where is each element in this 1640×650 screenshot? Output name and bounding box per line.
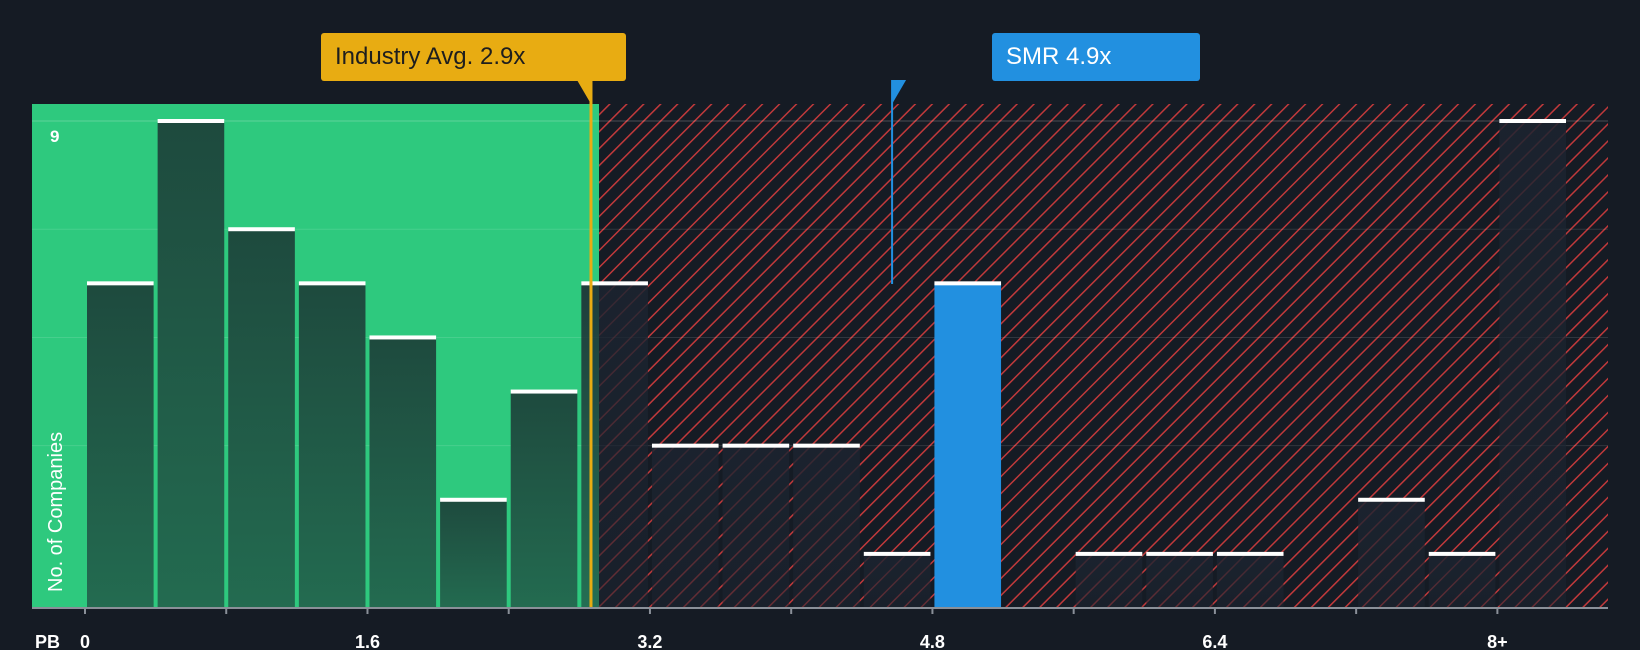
histogram-bar (228, 229, 295, 608)
bar-top-marker (1146, 551, 1213, 556)
bar-top-marker (1075, 551, 1143, 556)
histogram-bar (1358, 499, 1425, 608)
histogram-bar (510, 391, 578, 608)
bar-top-marker (228, 227, 295, 232)
bar-top-marker (581, 281, 648, 286)
histogram-bar (369, 337, 437, 608)
histogram-bar (1216, 553, 1284, 608)
bar-top-marker (934, 281, 1002, 286)
x-axis-label: PB (35, 632, 60, 650)
industry-average-callout: Industry Avg. 2.9x (321, 33, 626, 81)
industry-average-label: Industry Avg. 2.9x (335, 43, 526, 70)
bar-top-marker (510, 389, 578, 394)
histogram-bar (87, 283, 154, 608)
company-callout: SMR 4.9x (992, 33, 1200, 81)
bar-top-marker (1216, 551, 1284, 556)
bar-top-marker (651, 443, 719, 448)
bar-top-marker (863, 551, 931, 556)
histogram-bar (722, 445, 790, 608)
histogram-bar (793, 445, 860, 608)
histogram-bar (440, 499, 507, 608)
histogram-bar (1146, 553, 1213, 608)
x-tick-label: 4.8 (920, 632, 945, 650)
company-label: SMR 4.9x (1006, 43, 1112, 70)
bar-top-marker (298, 281, 366, 286)
y-axis-label: No. of Companies (45, 432, 67, 592)
bar-top-marker (87, 281, 154, 286)
company-callout-pointer (892, 80, 907, 104)
bar-top-marker (1358, 497, 1425, 502)
x-tick-label: 6.4 (1202, 632, 1227, 650)
bar-top-marker (793, 443, 860, 448)
histogram-bar (1499, 121, 1566, 608)
histogram-bar (651, 445, 719, 608)
bar-top-marker (1499, 119, 1566, 123)
bar-top-marker (440, 497, 507, 502)
x-tick-label: 8+ (1487, 632, 1508, 650)
bar-top-marker (722, 443, 790, 448)
histogram-bar (157, 121, 225, 608)
x-tick-label: 1.6 (355, 632, 380, 650)
bar-top-marker (157, 119, 225, 123)
x-tick-label: 3.2 (637, 632, 662, 650)
histogram-bar (934, 283, 1002, 608)
y-tick-label: 9 (50, 127, 59, 146)
histogram-bar (863, 553, 931, 608)
histogram-bar (1428, 553, 1496, 608)
histogram-bar (1075, 553, 1143, 608)
industry-callout-pointer (576, 80, 591, 104)
histogram-bar (298, 283, 366, 608)
x-tick-label: 0 (80, 632, 90, 650)
bar-top-marker (1428, 551, 1496, 556)
bar-top-marker (369, 335, 437, 340)
